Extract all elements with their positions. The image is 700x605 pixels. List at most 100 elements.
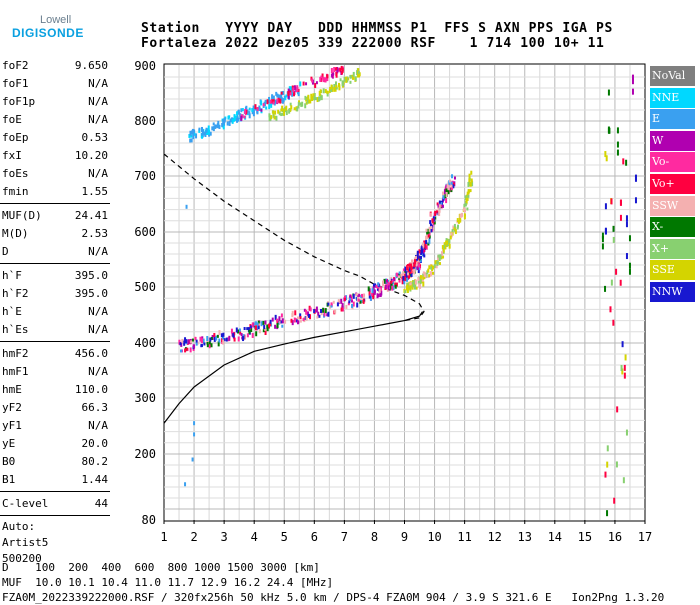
param-label: foF1p [2, 95, 36, 108]
x-mode-f2-echo [465, 194, 468, 200]
o-mode-f2-echo [379, 286, 382, 292]
o-mode-f2-echo [262, 320, 265, 325]
o-mode-f2-echo [236, 329, 239, 334]
param-row: MUF(D) 24.41 [0, 207, 110, 225]
o-mode-f2-echo [222, 332, 225, 337]
o-mode-f2-echo [452, 184, 455, 189]
o-mode-f2-echo [299, 316, 302, 320]
multihop-echo-blue [188, 133, 191, 138]
o-mode-f2-upper-echo [425, 240, 428, 245]
sparse-echo-marker [606, 461, 609, 468]
multihop-echo-yellow [305, 101, 308, 105]
o-mode-f2-echo [264, 320, 267, 325]
o-mode-f2-echo [318, 314, 321, 318]
o-mode-f2-echo [194, 336, 197, 340]
multihop-echo-red [293, 85, 296, 91]
multihop-echo-yellow [306, 99, 309, 104]
multihop-echo-blue [276, 93, 279, 98]
x-mode-f2-echo [442, 255, 445, 259]
param-value: 1.44 [81, 473, 109, 486]
o-mode-f2-echo [266, 327, 269, 332]
multihop-echo-red [279, 98, 282, 104]
o-mode-f2-echo [316, 315, 319, 319]
param-row: yF2 66.3 [0, 399, 110, 417]
o-mode-f2-echo [410, 273, 413, 278]
o-mode-f2-echo [414, 267, 417, 271]
x-tick-label: 3 [221, 530, 228, 544]
o-mode-f2-echo [315, 306, 318, 312]
multihop-echo-red [245, 109, 248, 114]
multihop-echo-blue [248, 111, 251, 116]
electron-density-profile-line [163, 311, 423, 424]
multihop-echo-yellow [334, 86, 337, 92]
o-mode-f2-echo [408, 274, 411, 279]
o-mode-f2-echo [246, 327, 249, 331]
param-value: 9.650 [74, 59, 108, 72]
multihop-echo-blue [218, 125, 221, 130]
multihop-echo-blue [207, 125, 210, 131]
sparse-echo-marker [616, 127, 619, 134]
sparse-echo-marker [606, 445, 609, 452]
x-tick-label: 8 [371, 530, 378, 544]
o-mode-f2-echo [361, 293, 364, 297]
x-mode-f2-echo [428, 265, 431, 270]
footer: D 100 200 400 600 800 1000 1500 3000 [km… [2, 560, 664, 605]
multihop-echo-red [341, 67, 344, 73]
x-mode-f2-echo [448, 238, 451, 243]
multihop-echo-yellow [322, 88, 325, 94]
o-mode-f2-echo [213, 333, 216, 338]
sparse-echo-marker [621, 341, 624, 348]
o-mode-f2-echo [401, 279, 404, 285]
multihop-echo-blue [206, 130, 209, 135]
multihop-echo-yellow [268, 113, 271, 118]
o-mode-f2-echo [406, 277, 409, 282]
o-mode-f2-echo [324, 308, 327, 314]
o-mode-f2-upper-echo [400, 273, 403, 277]
param-row: fmin 1.55 [0, 183, 110, 201]
sparse-echo-marker [620, 364, 623, 371]
o-mode-f2-echo [409, 271, 412, 277]
multihop-echo-yellow [339, 78, 342, 82]
multihop-echo-yellow [272, 112, 275, 118]
param-value: 0.53 [81, 131, 109, 144]
multihop-echo-blue [231, 118, 234, 124]
multihop-echo-blue [241, 108, 244, 112]
sparse-echo-marker [601, 243, 604, 250]
multihop-echo-blue [268, 98, 271, 102]
o-mode-f2-echo [216, 334, 219, 338]
o-mode-f2-echo [449, 179, 452, 183]
o-mode-f2-upper-echo [425, 235, 428, 241]
legend-item-vo: Vo+ [650, 173, 695, 194]
multihop-echo-blue [248, 113, 251, 119]
o-mode-f2-echo [332, 300, 335, 304]
param-label: foEp [2, 131, 29, 144]
o-mode-f2-echo [232, 333, 235, 338]
o-mode-f2-echo [323, 311, 326, 317]
multihop-echo-blue [274, 99, 277, 104]
param-value: N/A [88, 245, 108, 258]
o-mode-f2-echo [303, 308, 306, 312]
x-tick-label: 15 [578, 530, 592, 544]
sparse-echo-marker [622, 477, 625, 484]
o-mode-f2-echo [187, 339, 190, 345]
multihop-echo-yellow [273, 115, 276, 120]
o-mode-f2-echo [257, 320, 260, 324]
multihop-echo-red [287, 91, 290, 97]
multihop-echo-yellow [280, 113, 283, 117]
o-mode-f2-echo [195, 339, 198, 343]
x-mode-f2-echo [464, 195, 467, 201]
multihop-echo-yellow [335, 86, 338, 90]
param-row: hmE 110.0 [0, 381, 110, 399]
o-mode-f2-echo [269, 319, 272, 324]
multihop-echo-yellow [350, 74, 353, 78]
param-label: h`Es [2, 323, 29, 336]
x-mode-f2-echo [470, 178, 473, 183]
x-mode-f2-echo [435, 265, 438, 269]
param-value: N/A [88, 323, 108, 336]
o-mode-f2-echo [254, 325, 257, 331]
o-mode-f2-echo [307, 313, 310, 318]
x-mode-f2-echo [453, 223, 456, 229]
param-row: yE 20.0 [0, 435, 110, 453]
sparse-echo-marker [604, 203, 607, 210]
